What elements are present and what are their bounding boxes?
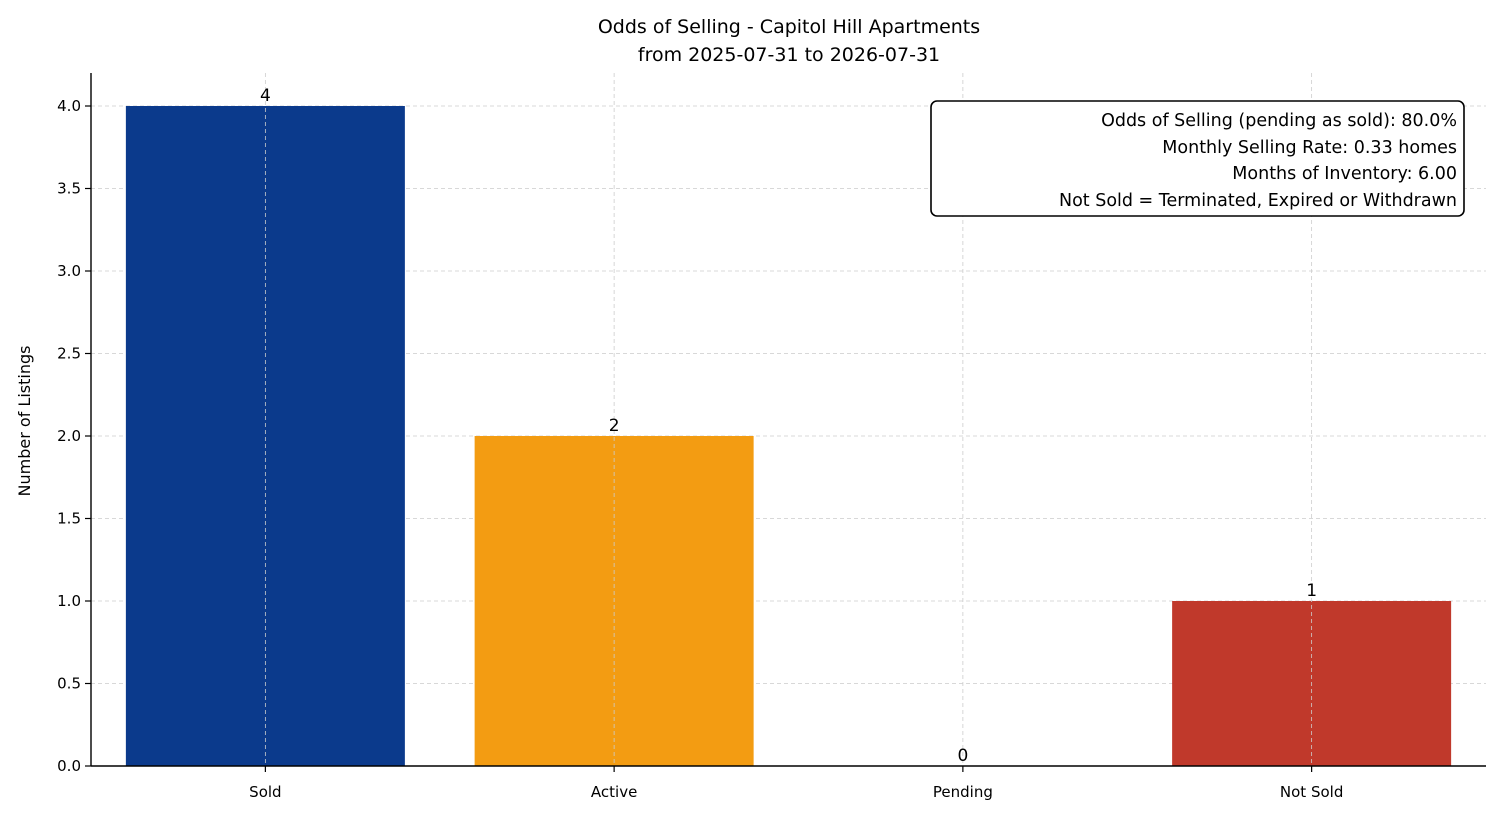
y-tick-label: 3.5: [57, 180, 81, 198]
axes: 0.0 0.5 1.0 1.5 2.0 2.5 3.0 3.5 4.0 Sold Active Pen…: [57, 73, 1486, 801]
bar-value-label: 4: [260, 86, 271, 106]
info-line-definition: Not Sold = Terminated, Expired or Withdr…: [1059, 191, 1457, 211]
bar-value-label: 0: [957, 746, 968, 766]
y-tick-label: 2.5: [57, 345, 81, 363]
y-tick-label: 1.0: [57, 592, 81, 610]
chart-title: Odds of Selling - Capitol Hill Apartment…: [598, 16, 980, 38]
info-box: Odds of Selling (pending as sold): 80.0%…: [930, 100, 1465, 217]
y-tick-label: 0.5: [57, 675, 81, 693]
info-line-odds: Odds of Selling (pending as sold): 80.0%: [1101, 111, 1457, 131]
x-tick-label: Sold: [249, 783, 281, 801]
x-tick-label: Not Sold: [1280, 783, 1343, 801]
x-tick-label: Pending: [933, 783, 993, 801]
info-box-frame: [930, 100, 1465, 217]
y-tick-label: 2.0: [57, 427, 81, 445]
x-tick-label: Active: [591, 783, 637, 801]
bar-sold: [125, 106, 405, 766]
y-tick-label: 4.0: [57, 97, 81, 115]
y-tick-label: 3.0: [57, 262, 81, 280]
bar-value-label: 2: [609, 416, 620, 436]
bar-value-label: 1: [1306, 581, 1317, 601]
y-axis-title: Number of Listings: [15, 346, 34, 497]
data-labels: 4 2 0 1: [260, 86, 1317, 766]
info-line-rate: Monthly Selling Rate: 0.33 homes: [1162, 138, 1457, 158]
y-tick-label: 1.5: [57, 510, 81, 528]
info-line-inventory: Months of Inventory: 6.00: [1232, 164, 1457, 184]
chart-subtitle: from 2025-07-31 to 2026-07-31: [638, 44, 940, 66]
y-tick-label: 0.0: [57, 757, 81, 775]
